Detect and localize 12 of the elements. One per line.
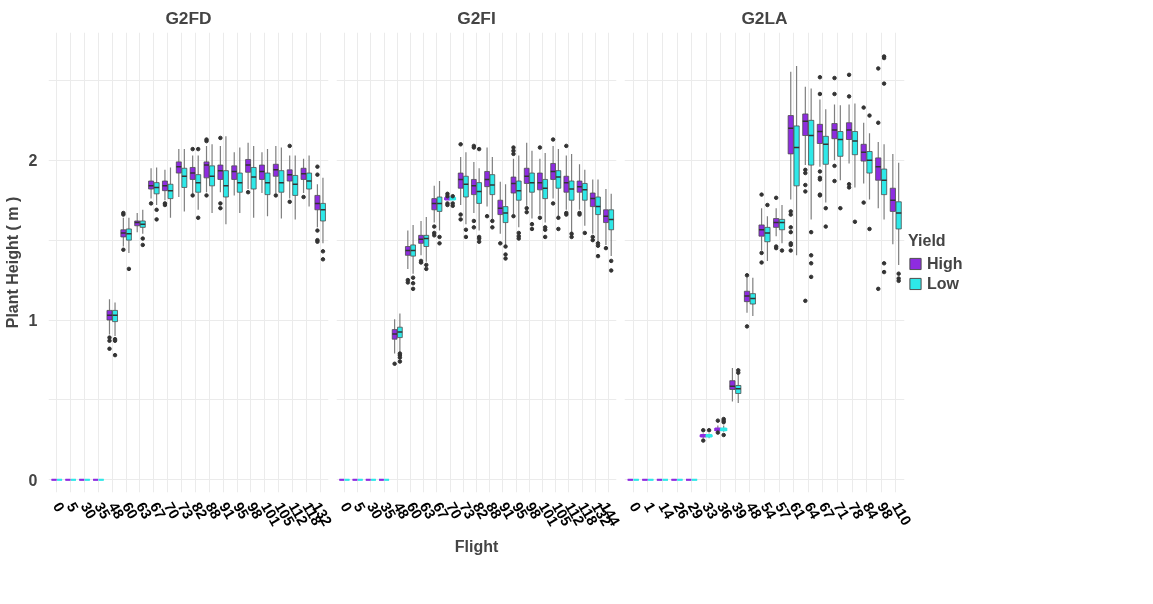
legend-title: Yield: [908, 231, 947, 250]
y-tick-label: 2: [28, 152, 38, 170]
chart-title: G2FI: [457, 7, 496, 28]
legend-label: High: [927, 254, 963, 273]
y-tick-label: 0: [28, 471, 38, 489]
x-tick-label: 0: [337, 499, 356, 515]
x-axis-title: Flight: [454, 537, 499, 555]
y-tick-label: 1: [28, 312, 38, 329]
chart-title: G2LA: [741, 7, 789, 28]
chart-title: G2FD: [165, 7, 212, 28]
y-axis-title: Plant Height ( m ): [3, 196, 21, 329]
legend-label: Low: [927, 274, 959, 293]
